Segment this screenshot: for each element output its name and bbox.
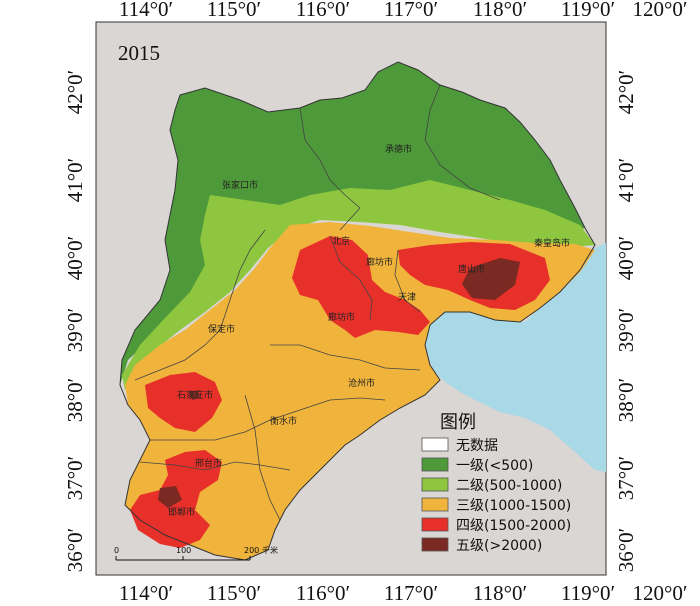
bottom-tick-120: 120°0′ (633, 581, 688, 605)
legend-item-no-data: 无数据 (421, 437, 498, 454)
bottom-tick-115: 115°0′ (207, 581, 261, 605)
bottom-tick-118: 118°0′ (473, 581, 527, 605)
year-label: 2015 (118, 41, 160, 65)
legend-label-level2: 二级(500-1000) (456, 478, 562, 494)
city-label-baoding: 保定市 (208, 323, 235, 335)
legend-label-level5: 五级(>2000) (456, 538, 542, 554)
right-tick-labels: 42°0′ 41°0′ 40°0′ 39°0′ 38°0′ 37°0′ 36°0… (614, 70, 638, 573)
left-tick-40: 40°0′ (63, 236, 87, 281)
left-tick-39: 39°0′ (63, 308, 87, 353)
left-tick-38: 38°0′ (63, 378, 87, 423)
top-tick-114: 114°0′ (119, 0, 173, 21)
city-label-hengshui: 衡水市 (270, 415, 297, 427)
region-level1 (120, 62, 585, 385)
city-label-tangshan: 唐山市 (458, 263, 485, 275)
legend-title: 图例 (440, 412, 476, 433)
province-outline (119, 61, 596, 561)
region-level2 (122, 180, 595, 390)
region-level3 (125, 222, 595, 560)
scale-unit: 千米 (262, 545, 278, 555)
top-tick-120: 120°0′ (633, 0, 688, 21)
top-tick-115: 115°0′ (207, 0, 261, 21)
top-tick-119: 119°0′ (561, 0, 615, 21)
legend-label-level1: 一级(<500) (456, 458, 533, 474)
city-label-qinhuangdao: 秦皇岛市 (534, 237, 570, 249)
region-level5 (158, 258, 520, 508)
bottom-tick-labels: 114°0′ 115°0′ 116°0′ 117°0′ 118°0′ 119°0… (119, 581, 688, 605)
top-tick-116: 116°0′ (296, 0, 350, 21)
city-label-shijiazhuang: 石家庄市 (177, 389, 213, 401)
left-tick-36: 36°0′ (63, 528, 87, 573)
scale-tick-0: 0 (114, 546, 119, 555)
bottom-tick-119: 119°0′ (561, 581, 615, 605)
city-label-beijing: 北京 (332, 235, 350, 247)
legend-item-level1: 一级(<500) (421, 457, 533, 474)
top-tick-labels: 114°0′ 115°0′ 116°0′ 117°0′ 118°0′ 119°0… (119, 0, 688, 21)
bottom-tick-114: 114°0′ (119, 581, 173, 605)
boundary-lines (134, 84, 501, 521)
left-tick-37: 37°0′ (63, 456, 87, 501)
city-label-langfang2: 廊坊市 (328, 311, 355, 323)
bohai-sea (425, 243, 606, 472)
left-tick-41: 41°0′ (63, 158, 87, 203)
bottom-tick-117: 117°0′ (384, 581, 438, 605)
right-tick-36: 36°0′ (614, 528, 638, 573)
right-tick-42: 42°0′ (614, 70, 638, 115)
top-tick-117: 117°0′ (384, 0, 438, 21)
left-tick-labels: 42°0′ 41°0′ 40°0′ 39°0′ 38°0′ 37°0′ 36°0… (63, 70, 87, 573)
right-tick-41: 41°0′ (614, 158, 638, 203)
left-tick-42: 42°0′ (63, 70, 87, 115)
city-labels: 承德市 张家口市 北京 廊坊市 唐山市 秦皇岛市 天津 保定市 廊坊市 沧州市 … (168, 143, 570, 518)
legend-item-level5: 五级(>2000) (421, 537, 542, 554)
right-tick-37: 37°0′ (614, 456, 638, 501)
legend-label-no-data: 无数据 (456, 438, 498, 454)
legend-label-level3: 三级(1000-1500) (456, 498, 571, 514)
top-tick-118: 118°0′ (473, 0, 527, 21)
right-tick-38: 38°0′ (614, 378, 638, 423)
city-label-xingtai: 邢台市 (195, 457, 222, 469)
city-label-zhangjiakou: 张家口市 (222, 179, 258, 191)
legend-item-level4: 四级(1500-2000) (421, 517, 571, 534)
right-tick-40: 40°0′ (614, 236, 638, 281)
legend-item-level3: 三级(1000-1500) (421, 497, 571, 514)
right-tick-39: 39°0′ (614, 308, 638, 353)
city-label-cangzhou: 沧州市 (348, 377, 375, 389)
city-label-tianjin: 天津 (398, 292, 416, 303)
scale-bar: 0 100 200 千米 (114, 545, 278, 561)
city-label-langfang: 廊坊市 (366, 256, 393, 268)
bottom-tick-116: 116°0′ (296, 581, 350, 605)
city-label-chengde: 承德市 (385, 143, 412, 155)
city-label-handan: 邯郸市 (168, 506, 195, 518)
legend-label-level4: 四级(1500-2000) (456, 518, 571, 534)
legend: 图例 无数据 一级(<500) 二级(500-1000) 三级(1000-150… (421, 412, 571, 554)
scale-tick-200: 200 (244, 546, 259, 555)
legend-item-level2: 二级(500-1000) (421, 477, 562, 494)
scale-tick-100: 100 (176, 546, 191, 555)
